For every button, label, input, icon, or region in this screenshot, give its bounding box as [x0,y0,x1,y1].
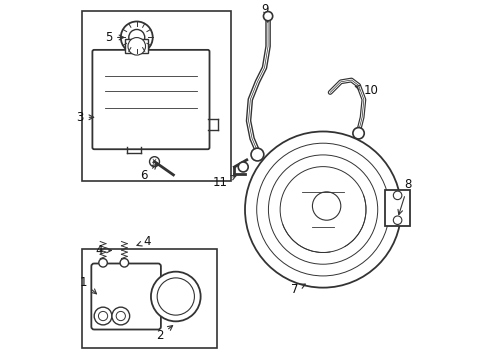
Circle shape [99,258,107,267]
Circle shape [98,311,108,321]
Text: 7: 7 [291,283,305,296]
Circle shape [393,191,402,200]
Text: 9: 9 [261,3,269,22]
Text: 3: 3 [76,111,94,124]
Circle shape [149,157,159,167]
Circle shape [120,258,128,267]
Circle shape [393,216,402,225]
FancyBboxPatch shape [91,264,161,329]
Text: 4: 4 [137,235,151,248]
Circle shape [129,30,145,45]
Bar [125,39,148,53]
Circle shape [353,127,364,139]
Text: 10: 10 [355,84,378,97]
Bar [385,190,410,225]
Text: 4: 4 [96,244,111,257]
Circle shape [112,307,130,325]
Circle shape [121,22,153,53]
Circle shape [116,311,125,321]
Circle shape [157,278,195,315]
Text: 8: 8 [398,178,412,215]
Circle shape [151,272,200,321]
Text: 2: 2 [156,325,172,342]
Circle shape [313,192,341,220]
Circle shape [128,37,146,55]
Bar [82,249,217,348]
Circle shape [94,307,112,325]
Circle shape [264,12,272,21]
Text: 6: 6 [140,164,157,183]
FancyBboxPatch shape [93,50,210,149]
Bar [82,11,231,181]
Circle shape [251,148,264,161]
Circle shape [245,131,401,288]
Text: 11: 11 [213,176,236,189]
Text: 1: 1 [80,276,97,294]
Text: 5: 5 [105,31,124,44]
Circle shape [238,162,248,172]
